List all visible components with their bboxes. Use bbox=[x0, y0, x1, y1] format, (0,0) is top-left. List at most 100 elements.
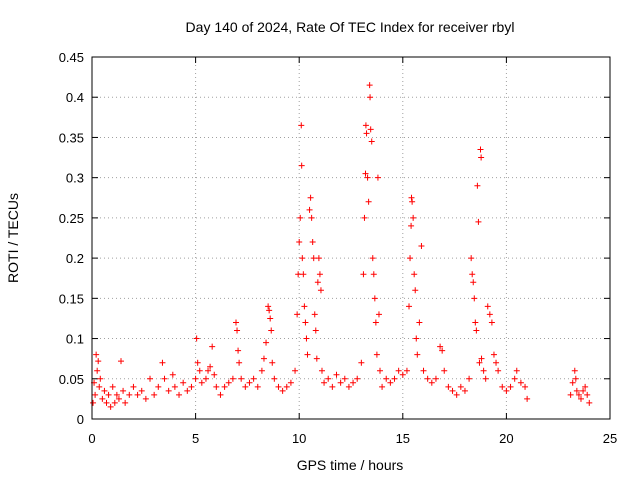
data-point bbox=[234, 327, 241, 334]
data-point bbox=[299, 255, 306, 262]
data-point bbox=[368, 138, 375, 145]
data-point bbox=[439, 347, 446, 354]
data-point bbox=[413, 335, 420, 342]
data-point bbox=[268, 327, 275, 334]
data-point bbox=[126, 391, 133, 398]
data-point bbox=[366, 82, 373, 89]
data-point bbox=[577, 395, 584, 402]
data-point bbox=[97, 375, 104, 382]
data-point bbox=[301, 303, 308, 310]
data-point bbox=[267, 315, 274, 322]
data-point bbox=[287, 379, 294, 386]
data-point bbox=[453, 391, 460, 398]
data-point bbox=[573, 387, 580, 394]
data-point bbox=[302, 319, 309, 326]
data-point bbox=[307, 194, 314, 201]
data-point bbox=[418, 243, 425, 250]
data-point bbox=[341, 375, 348, 382]
data-point bbox=[371, 295, 378, 302]
data-point bbox=[420, 367, 427, 374]
data-point bbox=[364, 174, 371, 181]
data-point bbox=[472, 319, 479, 326]
data-point bbox=[105, 391, 112, 398]
data-point bbox=[586, 399, 593, 406]
data-point bbox=[92, 391, 99, 398]
data-point bbox=[209, 343, 216, 350]
data-point bbox=[367, 94, 374, 101]
data-point bbox=[571, 367, 578, 374]
data-point bbox=[235, 347, 242, 354]
data-point bbox=[499, 383, 506, 390]
y-tick-label: 0.3 bbox=[66, 171, 84, 186]
y-tick-label: 0.35 bbox=[59, 130, 84, 145]
data-point bbox=[374, 174, 381, 181]
data-point bbox=[403, 367, 410, 374]
grid bbox=[92, 57, 610, 419]
data-point bbox=[511, 375, 518, 382]
data-point bbox=[513, 367, 520, 374]
data-point bbox=[575, 391, 582, 398]
data-point bbox=[265, 303, 272, 310]
data-point bbox=[360, 271, 367, 278]
data-point bbox=[295, 271, 302, 278]
data-point bbox=[486, 311, 493, 318]
data-point bbox=[437, 343, 444, 350]
data-point bbox=[308, 214, 315, 221]
data-point bbox=[409, 198, 416, 205]
data-point bbox=[176, 391, 183, 398]
data-point bbox=[372, 319, 379, 326]
data-point bbox=[470, 279, 477, 286]
data-point bbox=[478, 154, 485, 161]
data-point bbox=[279, 387, 286, 394]
data-point bbox=[461, 387, 468, 394]
data-point bbox=[111, 399, 118, 406]
data-point bbox=[118, 358, 125, 365]
data-point bbox=[495, 367, 502, 374]
chart-title: Day 140 of 2024, Rate Of TEC Index for r… bbox=[186, 19, 515, 35]
data-point bbox=[306, 206, 313, 213]
data-point bbox=[225, 379, 232, 386]
data-point bbox=[294, 311, 301, 318]
data-point bbox=[122, 399, 129, 406]
data-point bbox=[329, 383, 336, 390]
data-point bbox=[312, 327, 319, 334]
data-point bbox=[318, 367, 325, 374]
data-point bbox=[300, 271, 307, 278]
data-point bbox=[503, 387, 510, 394]
data-point bbox=[488, 319, 495, 326]
data-point bbox=[408, 222, 415, 229]
data-point bbox=[569, 379, 576, 386]
y-tick-label: 0.45 bbox=[59, 50, 84, 65]
data-point bbox=[363, 130, 370, 137]
data-point bbox=[477, 146, 484, 153]
data-point bbox=[580, 387, 587, 394]
data-point bbox=[471, 295, 478, 302]
data-point bbox=[258, 367, 265, 374]
data-point bbox=[345, 383, 352, 390]
data-point bbox=[159, 359, 166, 366]
data-point bbox=[445, 383, 452, 390]
data-point bbox=[411, 271, 418, 278]
data-point bbox=[313, 355, 320, 362]
data-point bbox=[408, 194, 415, 201]
data-point bbox=[161, 375, 168, 382]
data-point bbox=[315, 255, 322, 262]
data-point bbox=[314, 279, 321, 286]
data-point bbox=[298, 162, 305, 169]
y-tick-label: 0.4 bbox=[66, 90, 84, 105]
data-point bbox=[572, 375, 579, 382]
data-point bbox=[298, 122, 305, 129]
data-point bbox=[188, 383, 195, 390]
data-point bbox=[480, 367, 487, 374]
data-point bbox=[311, 311, 318, 318]
data-point bbox=[169, 371, 176, 378]
data-point bbox=[95, 358, 102, 365]
data-point bbox=[271, 375, 278, 382]
data-point bbox=[297, 214, 304, 221]
x-axis-label: GPS time / hours bbox=[297, 457, 404, 473]
data-point bbox=[387, 379, 394, 386]
data-points bbox=[90, 82, 593, 410]
data-point bbox=[303, 335, 310, 342]
data-point bbox=[369, 255, 376, 262]
